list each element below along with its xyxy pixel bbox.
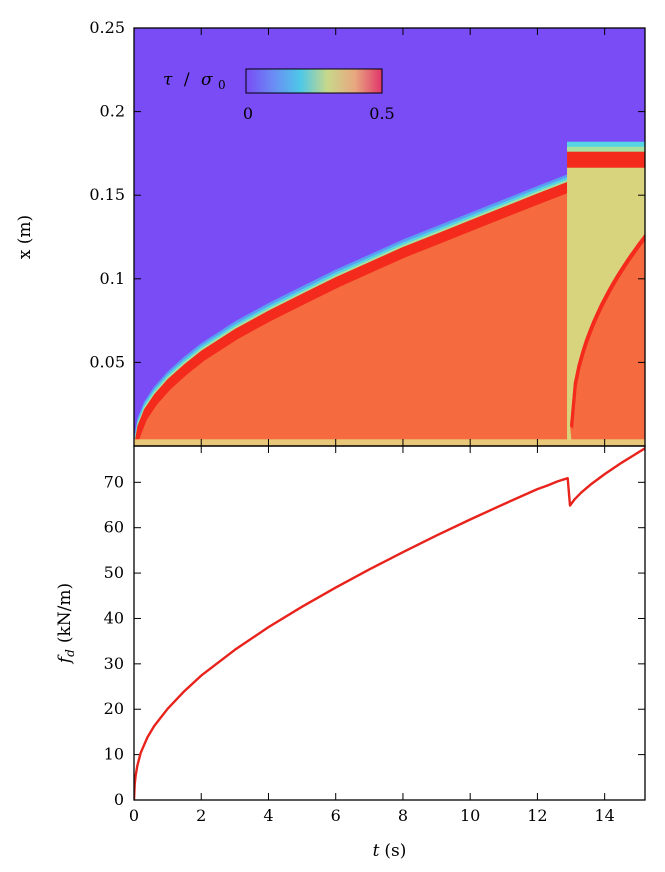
heatmap-y-tick-label: 0.25 [89, 18, 125, 37]
heatmap-panel: 0.05 0.1 0.15 0.2 0.25 x (m) τ / σ 0 0 0.5 [15, 18, 646, 447]
line-y-tick-label: 60 [104, 518, 124, 537]
line-x-tick-label: 8 [398, 806, 408, 825]
line-y-tick-label: 70 [104, 472, 124, 491]
colorbar-label: τ / σ 0 [163, 70, 226, 92]
series-line-fd [134, 447, 645, 800]
reset-top-band [567, 151, 645, 168]
line-x-tick-label: 4 [263, 806, 273, 825]
line-y-tick-label: 10 [104, 745, 124, 764]
line-x-axis-label: t (s) [373, 841, 407, 861]
colorbar-max-label: 0.5 [369, 104, 394, 123]
heatmap-y-tick-label: 0.15 [89, 185, 125, 204]
line-x-tick-label: 12 [527, 806, 547, 825]
colorbar: τ / σ 0 0 0.5 [163, 68, 395, 123]
line-y-axis-label-unit: (kN/m) [55, 583, 75, 643]
line-x-tick-label: 10 [460, 806, 480, 825]
colorbar-label-sigma: σ [201, 70, 213, 90]
line-x-axis-label-unit: (s) [384, 841, 406, 861]
stress-fill [137, 191, 571, 446]
bottom-band [134, 439, 645, 446]
colorbar-label-tau: τ [163, 70, 173, 90]
heatmap-ticks [133, 27, 645, 446]
colorbar-min-label: 0 [243, 104, 253, 123]
line-y-axis-label: fd (kN/m) [55, 583, 77, 665]
heatmap-y-tick-label: 0.2 [100, 102, 125, 121]
heatmap-y-tick-labels: 0.05 0.1 0.15 0.2 0.25 [89, 18, 125, 371]
heatmap-y-tick-label: 0.1 [100, 269, 125, 288]
line-x-tick-label: 14 [594, 806, 614, 825]
line-x-tick-label: 0 [129, 806, 139, 825]
line-x-tick-label: 6 [331, 806, 341, 825]
reset-glow-inner [567, 146, 645, 152]
line-y-axis-label-subscript: d [63, 649, 77, 657]
regrowth-fill [570, 228, 645, 446]
regrowth-front [570, 228, 645, 429]
colorbar-gradient [245, 68, 383, 94]
line-y-tick-label: 40 [104, 608, 124, 627]
heatmap-field [134, 28, 645, 446]
line-y-tick-label: 50 [104, 563, 124, 582]
line-y-tick-label: 0 [114, 790, 124, 809]
heatmap-y-axis-label: x (m) [15, 215, 35, 259]
line-y-tick-labels: 0 10 20 30 40 50 60 70 [104, 472, 124, 809]
line-x-axis-label-var: t [373, 841, 380, 861]
heatmap-y-tick-label: 0.05 [89, 352, 125, 371]
colorbar-label-slash: / [184, 70, 190, 90]
line-y-tick-label: 20 [104, 699, 124, 718]
colorbar-label-subscript: 0 [218, 78, 226, 92]
line-panel: 0 10 20 30 40 50 60 70 0 2 4 6 8 10 12 14 fd (kN/m) t (s… [55, 445, 646, 861]
line-x-tick-label: 2 [196, 806, 206, 825]
line-y-axis-label-var: f [55, 654, 75, 665]
line-y-tick-label: 30 [104, 654, 124, 673]
reset-bottom-band [567, 439, 645, 446]
line-x-tick-labels: 0 2 4 6 8 10 12 14 [129, 806, 615, 825]
line-frame [133, 445, 646, 801]
